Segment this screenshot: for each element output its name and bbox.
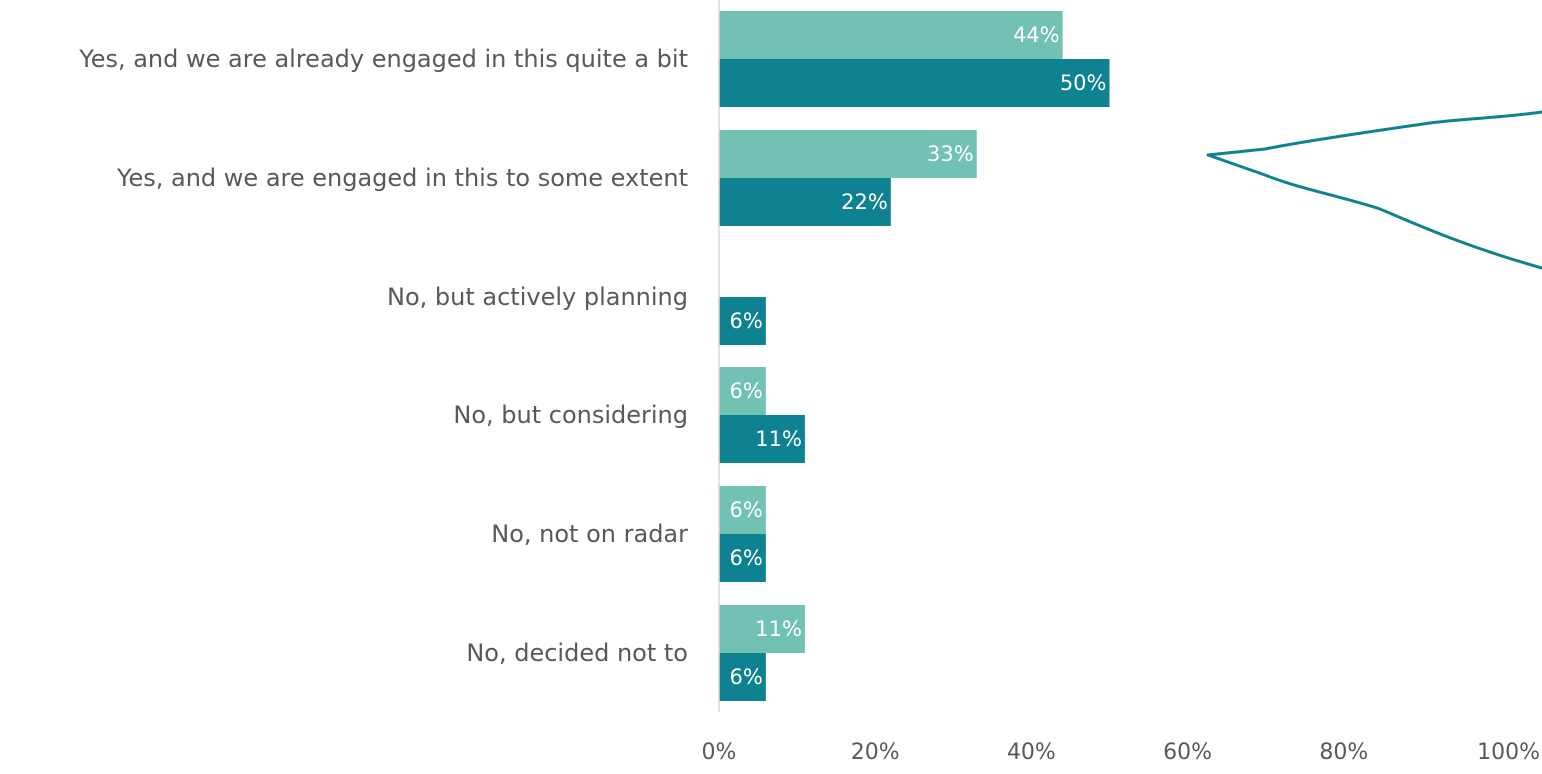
bar-s1-c4 <box>719 367 766 415</box>
bar-s2-c3 <box>719 297 766 345</box>
category-label: No, but considering <box>453 401 688 429</box>
data-label-s2-c6: 6% <box>730 665 763 689</box>
data-label-s1-c2: 33% <box>927 142 974 166</box>
x-tick-label: 60% <box>1163 740 1212 765</box>
bar-s1-c5 <box>719 486 766 534</box>
data-label-s1-c4: 6% <box>730 379 763 403</box>
bar-s2-c4 <box>719 415 805 463</box>
bar-s1-c6 <box>719 605 805 653</box>
category-labels: Yes, and we are already engaged in this … <box>78 45 688 667</box>
data-label-s2-c2: 22% <box>841 190 888 214</box>
category-label: Yes, and we are already engaged in this … <box>78 45 688 73</box>
data-label-s2-c4: 11% <box>755 427 802 451</box>
data-label-s1-c1: 44% <box>1013 23 1060 47</box>
bar-s2-c1 <box>719 59 1110 107</box>
bar-s2-c2 <box>719 178 891 226</box>
data-labels-layer: 44%50% 33% 22% 6% 6% 11% 6% 6% 11% 6% <box>730 23 1107 689</box>
bar-s1-c1 <box>719 11 1063 59</box>
category-label: No, not on radar <box>491 520 688 548</box>
x-tick-label: 80% <box>1319 740 1368 765</box>
data-label-s1-c5: 6% <box>730 498 763 522</box>
data-label-s2-c3: 6% <box>730 309 763 333</box>
x-axis-ticks: 0% 20% 40% 60% 80% 100% <box>702 740 1540 765</box>
bar-s1-c2 <box>719 130 977 178</box>
bars-layer <box>719 11 1110 701</box>
data-label-s2-c5: 6% <box>730 546 763 570</box>
category-label: No, decided not to <box>466 639 688 667</box>
data-label-s2-c1: 50% <box>1060 71 1107 95</box>
category-label: Yes, and we are engaged in this to some … <box>116 164 688 192</box>
category-label: No, but actively planning <box>387 283 688 311</box>
bar-s2-c5 <box>719 534 766 582</box>
x-tick-label: 40% <box>1007 740 1056 765</box>
bar-s2-c6 <box>719 653 766 701</box>
x-tick-label: 20% <box>851 740 900 765</box>
bracket-annotation <box>1206 110 1542 270</box>
x-tick-label: 0% <box>702 740 737 765</box>
x-tick-label: 100% <box>1477 740 1540 765</box>
data-label-s1-c6: 11% <box>755 617 802 641</box>
